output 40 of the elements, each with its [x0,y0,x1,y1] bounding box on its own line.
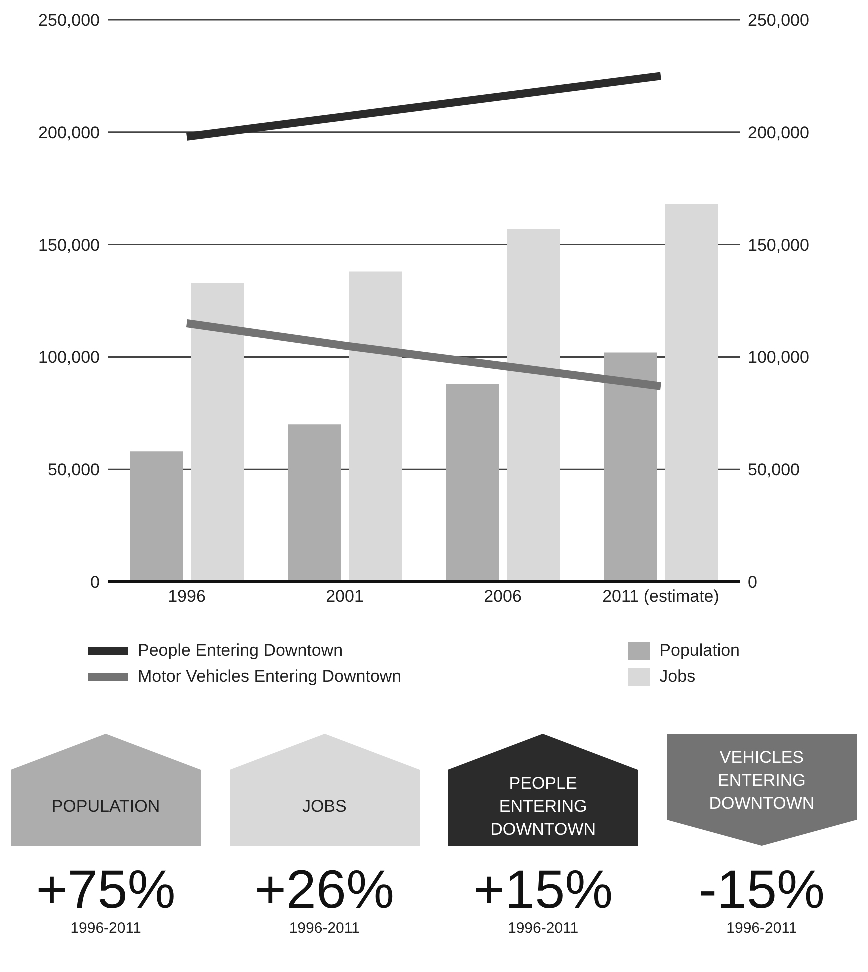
x-tick-label: 2006 [484,587,522,606]
bar [288,424,342,582]
text: +15% [472,860,614,920]
y2-tick-label: 150,000 [748,236,810,255]
text: 1996-2011 [726,920,798,937]
bar [604,352,658,582]
bar [507,229,560,582]
y-tick-label: 150,000 [38,236,100,255]
legend-label: Motor Vehicles Entering Downtown [137,666,402,688]
text: -15% [698,860,826,920]
legend-label: People Entering Downtown [137,640,344,662]
y-tick-label: 100,000 [38,348,100,368]
x-tick-label: 2001 [326,587,364,606]
x-tick-label: 2011 (estimate) [602,587,720,606]
text: 1996-2011 [70,920,142,937]
y-tick-label: 50,000 [48,460,100,480]
y2-tick-label: 250,000 [748,11,810,30]
legend-label: Jobs [658,666,697,688]
text: +26% [254,860,396,920]
text: +75% [35,860,177,920]
x-tick-label: 1996 [168,587,206,606]
bar [349,272,402,582]
y2-tick-label: 50,000 [748,460,800,480]
y2-tick-label: 100,000 [748,348,810,368]
text: VEHICLES ENTERING DOWNTOWN [708,746,816,814]
bar [446,384,500,582]
y-tick-label: 200,000 [38,123,100,142]
bar [191,283,244,582]
bar [665,204,718,582]
bar [130,452,184,582]
y2-tick-label: 200,000 [748,123,810,142]
text: POPULATION [52,796,160,818]
text: JOBS [302,796,347,818]
y-tick-label: 250,000 [38,11,100,30]
y-tick-label: 0 [90,573,100,592]
text: PEOPLE ENTERING DOWNTOWN [490,772,598,840]
text: 1996-2011 [507,920,580,937]
y2-tick-label: 0 [748,573,758,592]
legend-label: Population [658,640,740,662]
text: 1996-2011 [288,920,361,937]
